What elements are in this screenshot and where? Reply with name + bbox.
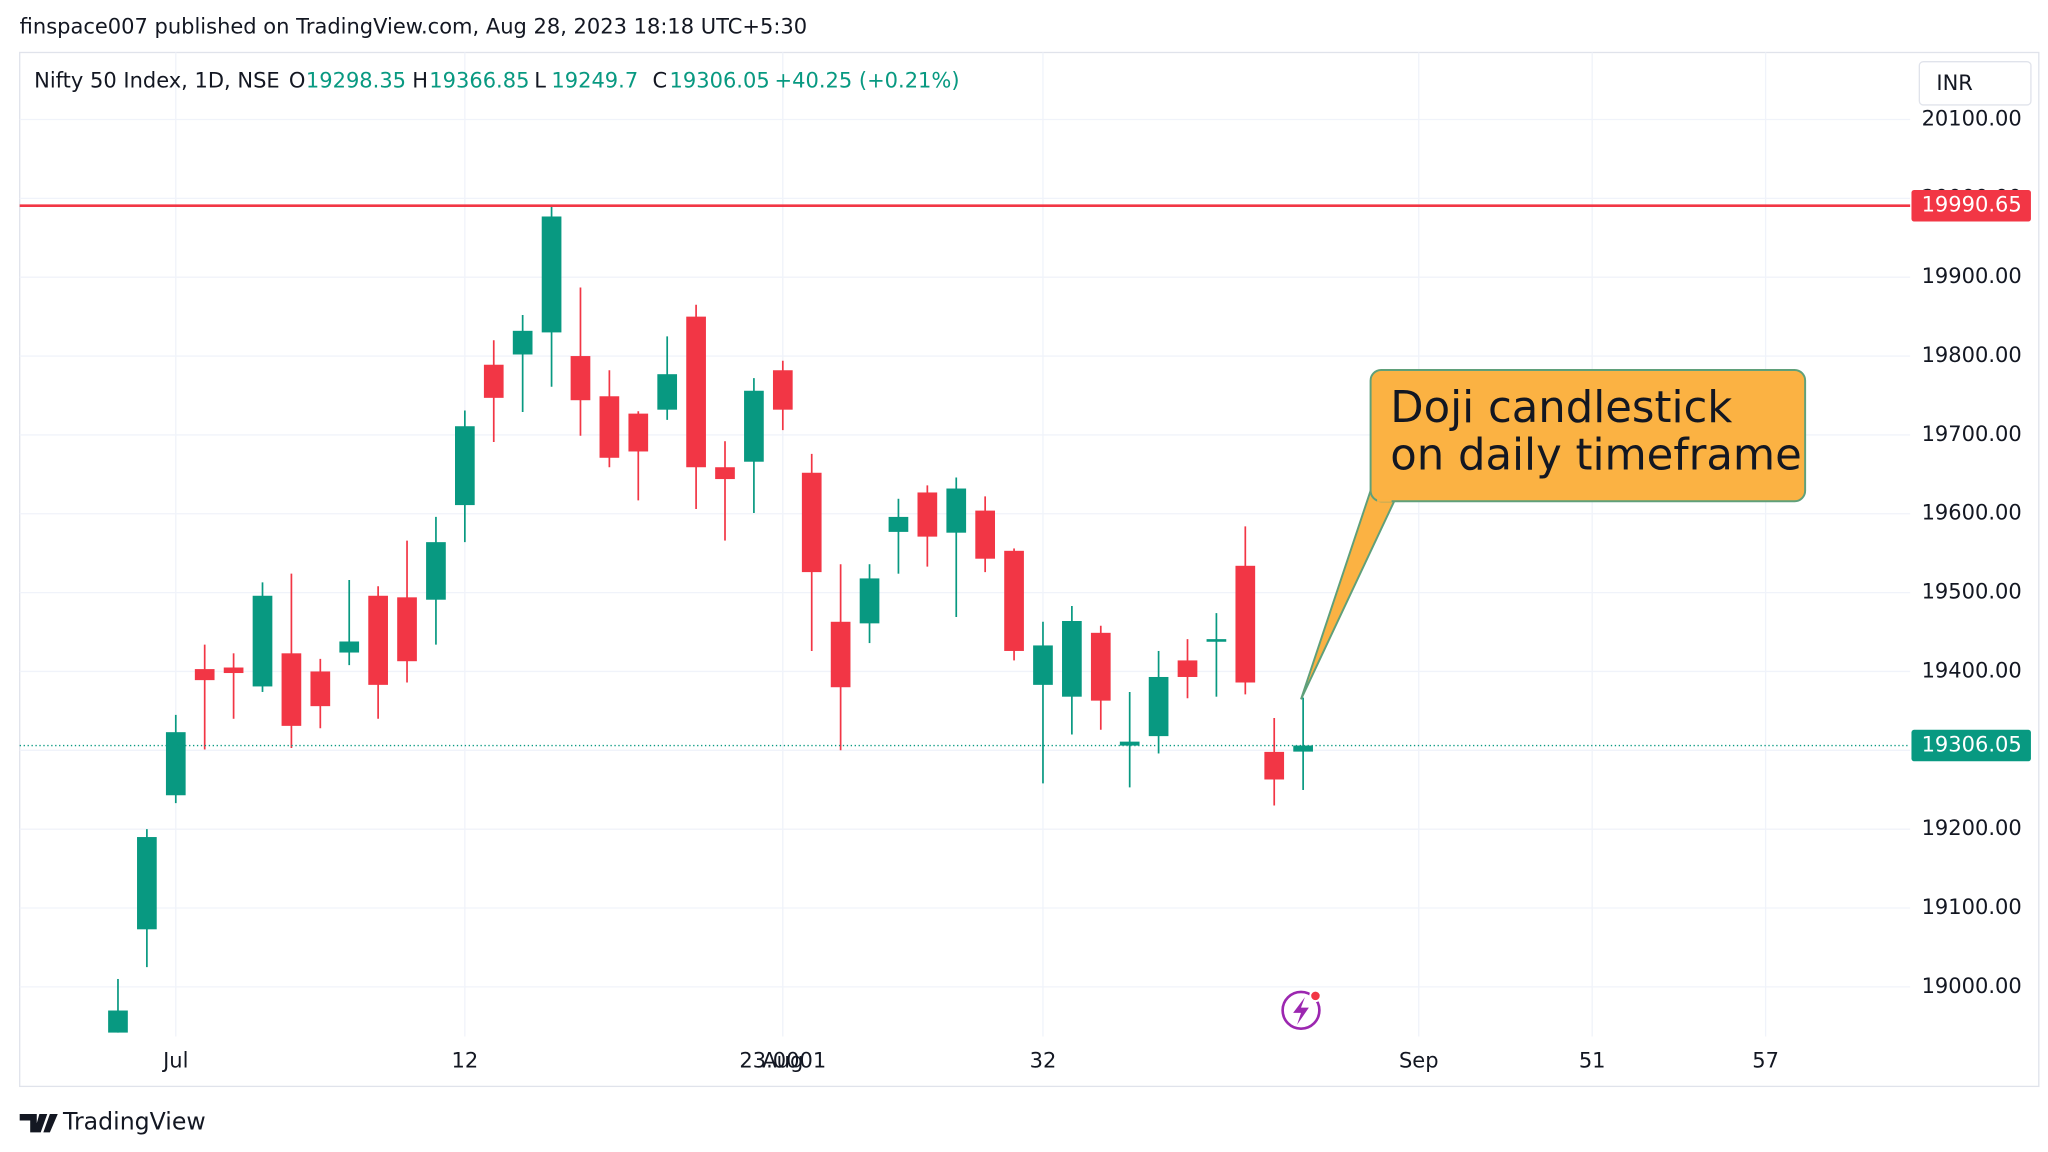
tradingview-logo	[19, 1113, 58, 1133]
candle-body	[975, 510, 996, 559]
candle-body	[483, 364, 504, 398]
candle-body	[281, 653, 302, 726]
change-legend: +40.25 (+0.21%)	[775, 68, 960, 92]
candle-body	[1293, 745, 1313, 752]
candle-body	[1264, 751, 1285, 780]
ohlc-key: C	[652, 68, 667, 92]
currency-box[interactable]	[1918, 61, 2032, 106]
candle-body	[772, 370, 793, 410]
ohlc-key: O	[289, 68, 306, 92]
candle-body	[339, 641, 360, 653]
candle-body	[946, 488, 967, 533]
publish-header: finspace007 published on TradingView.com…	[20, 15, 807, 39]
x-tick-label: Aug	[762, 1048, 803, 1072]
candle-body	[194, 669, 215, 681]
candle-body	[1177, 660, 1198, 677]
y-tick-label: 19600.00	[1922, 501, 2022, 525]
candle-body	[368, 595, 388, 685]
x-tick-label: 51	[1579, 1048, 1606, 1072]
candle-body	[859, 578, 880, 624]
candle-body	[830, 621, 851, 688]
candle-body	[801, 472, 822, 573]
grid: 19000.0019100.0019200.0019300.0019400.00…	[19, 52, 2022, 1072]
candle-body	[1033, 645, 1053, 685]
candle-body	[1004, 550, 1024, 651]
candle-body	[1148, 676, 1169, 737]
candle-body	[541, 216, 562, 333]
candle-body	[715, 467, 735, 480]
footer-brand: TradingView	[62, 1108, 206, 1136]
candle-body	[426, 542, 446, 600]
chart-frame	[19, 51, 2040, 1088]
ohlc-value: 19298.35	[306, 68, 406, 92]
x-tick-label: 32	[1030, 1048, 1057, 1072]
candle-body	[917, 492, 938, 537]
candle-body	[686, 316, 706, 468]
y-tick-label: 19800.00	[1922, 343, 2022, 367]
x-tick-label: 23.0001	[739, 1048, 826, 1072]
candle-body	[1235, 565, 1256, 683]
candle-body	[137, 837, 157, 930]
candle-body	[512, 330, 533, 355]
candle-body	[1206, 639, 1227, 642]
y-tick-label: 20100.00	[1922, 107, 2022, 131]
y-tick-label: 19200.00	[1922, 816, 2022, 840]
ohlc-value: 19306.05	[670, 68, 770, 92]
callout-text: on daily timeframe	[1390, 430, 1801, 480]
candle-body	[657, 374, 678, 410]
candle-body	[599, 396, 620, 458]
y-tick-label: 19700.00	[1922, 422, 2022, 446]
x-tick-label: 12	[451, 1048, 478, 1072]
ohlc-value: 19366.85	[429, 68, 529, 92]
ohlc-key: L	[534, 68, 546, 92]
candle-body	[888, 516, 909, 532]
candle-body	[252, 595, 273, 687]
ohlc-key: H	[412, 68, 428, 92]
overlay: 19990.65 19306.05 Nifty 50 Index, 1D, NSE O…	[19, 68, 2031, 762]
symbol-legend: Nifty 50 Index, 1D, NSE	[34, 68, 280, 92]
x-tick-label: 57	[1752, 1048, 1779, 1072]
candle-body	[397, 597, 417, 662]
candle-body	[628, 413, 649, 452]
last-price-label-bg	[1911, 729, 2031, 762]
candle-body	[455, 426, 475, 506]
lightning-icon	[1281, 989, 1322, 1030]
resistance-label: 19990.65	[1922, 193, 2022, 217]
last-price-label: 19306.05	[1922, 733, 2022, 757]
x-tick-label: Jul	[161, 1048, 188, 1072]
candle-body	[570, 356, 591, 401]
candles	[108, 205, 1313, 1033]
candle-body	[165, 732, 186, 796]
candle-body	[310, 671, 331, 707]
callout-text: Doji candlestick	[1390, 383, 1732, 433]
candle-body	[1062, 620, 1082, 697]
resistance-label-bg	[1911, 189, 2031, 222]
y-tick-label: 19400.00	[1922, 658, 2022, 682]
candle-body	[744, 390, 764, 462]
ohlc-value: 19249.7	[551, 68, 638, 92]
candle-body	[1119, 741, 1140, 746]
y-tick-label: 19000.00	[1922, 974, 2022, 998]
callout-box	[1369, 369, 1807, 503]
y-tick-label: 19100.00	[1922, 895, 2022, 919]
candle-body	[223, 667, 244, 674]
candle-body	[108, 1010, 128, 1033]
x-tick-label: Sep	[1399, 1048, 1439, 1072]
y-tick-label: 19900.00	[1922, 264, 2022, 288]
currency[interactable]: INR	[1936, 71, 1972, 95]
candle-body	[1090, 632, 1111, 701]
y-tick-label: 19500.00	[1922, 580, 2022, 604]
